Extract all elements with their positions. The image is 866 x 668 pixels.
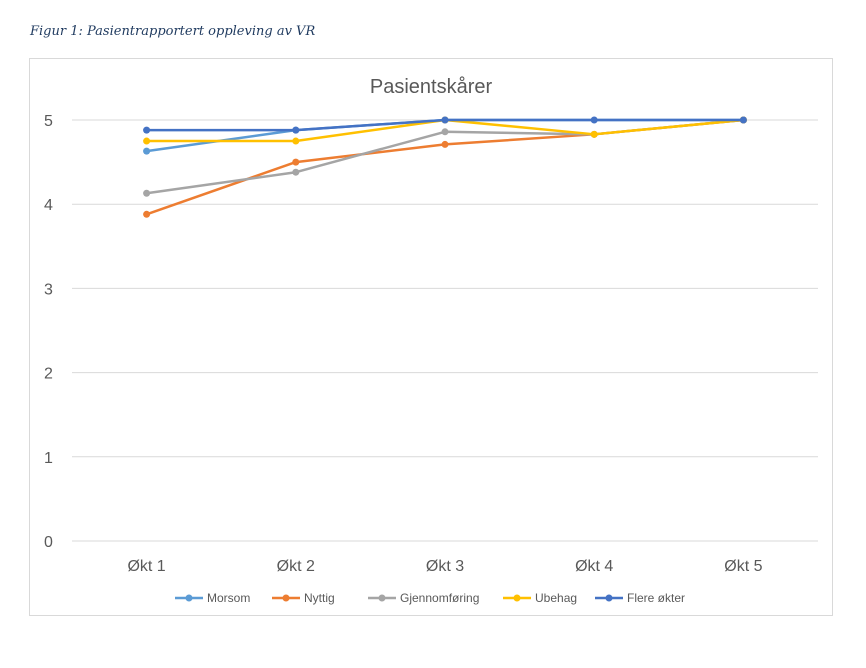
series-flere-økter [143,116,747,134]
x-tick-label: Økt 3 [426,558,464,575]
x-tick-label: Økt 4 [575,558,613,575]
data-point [590,116,598,124]
data-point [441,140,449,148]
legend-item: Morsom [175,591,250,605]
data-point [292,168,300,176]
legend-item: Ubehag [503,591,577,605]
y-tick-label: 3 [44,281,53,298]
x-tick-label: Økt 2 [277,558,315,575]
legend-swatch-marker [378,594,386,602]
legend-item: Nyttig [272,591,335,605]
y-tick-label: 4 [44,197,53,214]
legend-label: Flere økter [627,591,685,605]
legend-item: Flere økter [595,591,685,605]
legend-label: Gjennomføring [400,591,479,605]
chart-title: Pasientskårer [370,76,493,98]
legend-item: Gjennomføring [368,591,479,605]
data-point [292,158,300,166]
data-point [441,128,449,136]
x-tick-label: Økt 1 [127,558,165,575]
y-tick-label: 1 [44,450,53,467]
legend-swatch-marker [282,594,290,602]
legend-swatch-marker [513,594,521,602]
y-tick-label: 2 [44,366,53,383]
legend-swatch-marker [185,594,193,602]
data-point [590,130,598,138]
data-point [143,210,151,218]
y-tick-label: 5 [44,113,53,130]
legend-label: Ubehag [535,591,577,605]
chart-frame: Pasientskårer 0 1 2 3 4 5 Økt 1 Økt 2 Økt 3 Økt … [29,58,833,616]
legend-label: Morsom [207,591,250,605]
data-point [292,137,300,145]
data-point [143,126,151,134]
data-point [292,126,300,134]
data-point [143,189,151,197]
legend-swatch-marker [605,594,613,602]
y-tick-label: 0 [44,534,53,551]
data-point [739,116,747,124]
data-point [143,137,151,145]
line-chart: Pasientskårer 0 1 2 3 4 5 Økt 1 Økt 2 Økt 3 Økt … [44,76,818,605]
data-point [441,116,449,124]
legend-label: Nyttig [304,591,335,605]
figure-caption: Figur 1: Pasientrapportert oppleving av … [30,24,316,39]
x-tick-label: Økt 5 [724,558,762,575]
data-point [143,147,151,155]
